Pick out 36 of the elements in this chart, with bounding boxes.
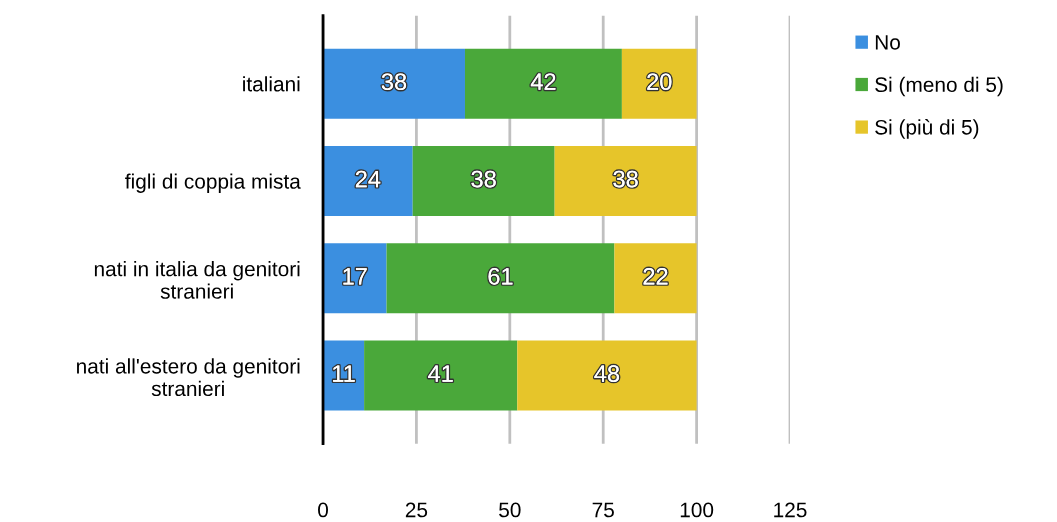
legend-label: Si (meno di 5) [875, 76, 1003, 97]
data-label: 61 [488, 267, 513, 285]
y-tick-label: nati in italia da genitori stranieri [94, 261, 300, 299]
legend-label: No [875, 35, 900, 50]
bar [517, 340, 697, 411]
data-label: 17 [343, 268, 367, 285]
data-label: 41 [428, 365, 453, 382]
bar [614, 243, 697, 314]
bar [412, 146, 555, 217]
x-tick-label: 0 [318, 502, 328, 518]
y-tick-label: italiani [243, 76, 300, 92]
data-label: 22 [643, 267, 668, 285]
bar [364, 340, 518, 411]
data-label: 42 [530, 73, 556, 90]
data-label: 38 [471, 170, 496, 188]
x-tick-label: 125 [774, 502, 807, 518]
bar [621, 48, 697, 119]
data-label: 24 [355, 170, 381, 188]
bar [464, 48, 622, 119]
bar [323, 243, 387, 314]
x-tick-label: 100 [680, 502, 714, 518]
data-label: 11 [333, 365, 355, 382]
bar [554, 146, 697, 217]
bar [323, 48, 465, 119]
x-tick-label: 25 [405, 502, 428, 518]
data-label: 20 [647, 73, 672, 91]
data-label: 38 [381, 73, 407, 91]
bar [323, 146, 413, 217]
data-label: 48 [594, 365, 620, 382]
x-tick-label: 50 [499, 502, 521, 518]
bar [386, 243, 615, 314]
y-tick-label: figli di coppia mista [125, 173, 301, 193]
data-label: 38 [613, 170, 638, 188]
legend-label: Si (più di 5) [875, 119, 979, 139]
x-tick-label: 75 [592, 502, 614, 518]
y-tick-label: nati all'estero da genitori stranieri [77, 358, 300, 397]
